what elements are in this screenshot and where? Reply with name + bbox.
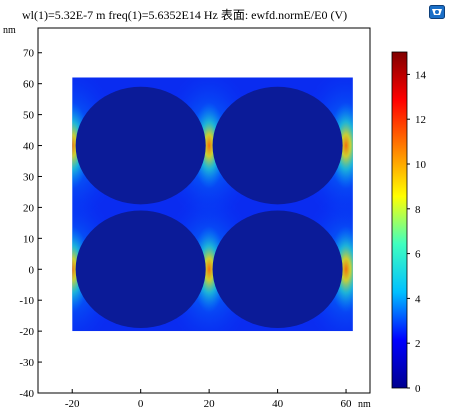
plot-title: wl(1)=5.32E-7 m freq(1)=5.6352E14 Hz 表面:… bbox=[22, 8, 348, 22]
particle bbox=[212, 210, 343, 329]
colorbar-tick-label: 8 bbox=[415, 204, 421, 216]
colorbar-tick-label: 6 bbox=[415, 249, 421, 261]
y-tick-label: 50 bbox=[23, 110, 35, 122]
colorbar-tick-label: 12 bbox=[415, 114, 426, 126]
particle bbox=[75, 86, 206, 205]
x-tick-label: -20 bbox=[65, 398, 80, 410]
colorbar: 0 2 4 6 8 10 12 14 bbox=[391, 51, 427, 395]
particle bbox=[212, 86, 343, 205]
y-tick-label: 60 bbox=[23, 79, 35, 91]
x-tick-label: 0 bbox=[138, 398, 144, 410]
y-tick-label: -30 bbox=[19, 357, 34, 369]
y-tick-label: -20 bbox=[19, 326, 34, 338]
colorbar-tick-label: 2 bbox=[415, 338, 421, 350]
y-tick-label: 0 bbox=[29, 264, 35, 276]
particle bbox=[75, 210, 206, 329]
y-tick-label: -10 bbox=[19, 295, 34, 307]
field-map bbox=[72, 77, 353, 332]
y-tick-label: -40 bbox=[19, 388, 34, 400]
y-tick-label: 20 bbox=[23, 202, 35, 214]
colorbar-tick-label: 0 bbox=[415, 383, 421, 395]
y-tick-label: 40 bbox=[23, 141, 35, 153]
x-tick-label: 20 bbox=[204, 398, 216, 410]
colorbar-tick-label: 4 bbox=[415, 293, 421, 305]
y-tick-label: 30 bbox=[23, 171, 35, 183]
y-tick-label: 10 bbox=[23, 233, 35, 245]
y-tick-label: 70 bbox=[23, 48, 35, 60]
colorbar-tick-label: 10 bbox=[415, 159, 427, 171]
y-unit-label: nm bbox=[3, 25, 16, 36]
x-tick-label: 60 bbox=[341, 398, 353, 410]
x-unit-label: nm bbox=[358, 399, 371, 410]
colorbar-bar bbox=[391, 51, 408, 389]
x-tick-label: 40 bbox=[272, 398, 284, 410]
colorbar-tick-label: 14 bbox=[415, 69, 427, 81]
axes: -20 0 20 40 60 -40 -30 -20 -10 0 10 20 30 40 50 60 70 nm n… bbox=[3, 25, 371, 410]
comsol-logo-icon bbox=[429, 5, 445, 19]
